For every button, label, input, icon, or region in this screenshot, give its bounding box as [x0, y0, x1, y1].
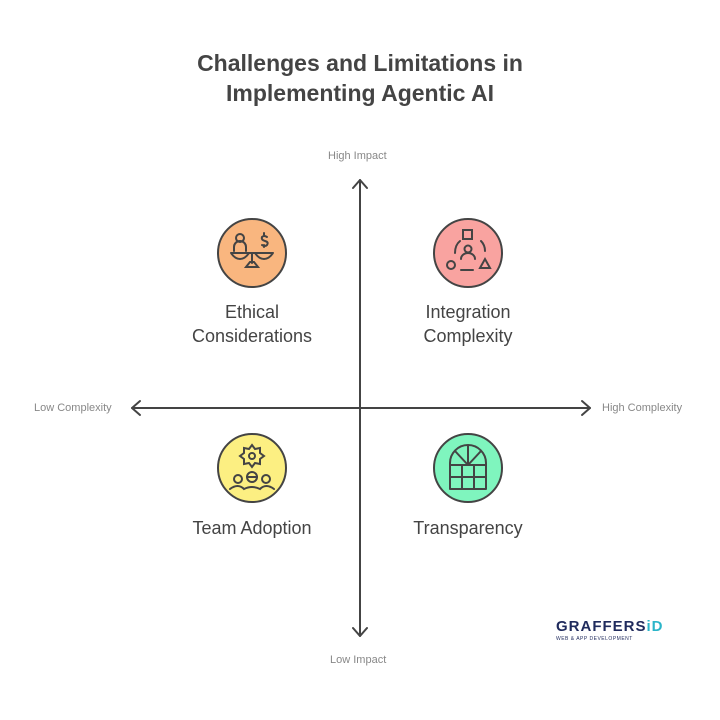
axis-label-bottom: Low Impact — [330, 654, 387, 666]
window-icon — [433, 433, 503, 503]
quadrant-team-adoption: Team Adoption — [192, 518, 312, 538]
quadrant-ethical-considerations: Ethical Considerations — [191, 302, 313, 346]
team-gear-icon — [217, 433, 287, 503]
axis-label-right: High Complexity — [602, 402, 683, 414]
page-title: Challenges and Limitations in Implementi… — [197, 50, 523, 106]
graffersid-logo: GRAFFERSiD WEB & APP DEVELOPMENT — [556, 618, 664, 642]
arrow-up-icon — [352, 179, 368, 189]
quadrant-integration-complexity: Integration Complexity — [423, 302, 513, 346]
arrow-left-icon — [131, 400, 141, 416]
scale-person-dollar-icon — [217, 218, 287, 288]
person-shapes-cycle-icon — [433, 218, 503, 288]
arrow-right-icon — [581, 400, 591, 416]
arrow-down-icon — [352, 627, 368, 637]
quadrant-transparency: Transparency — [413, 518, 523, 538]
axis-label-left: Low Complexity — [34, 402, 112, 414]
axis-label-top: High Impact — [328, 150, 387, 162]
